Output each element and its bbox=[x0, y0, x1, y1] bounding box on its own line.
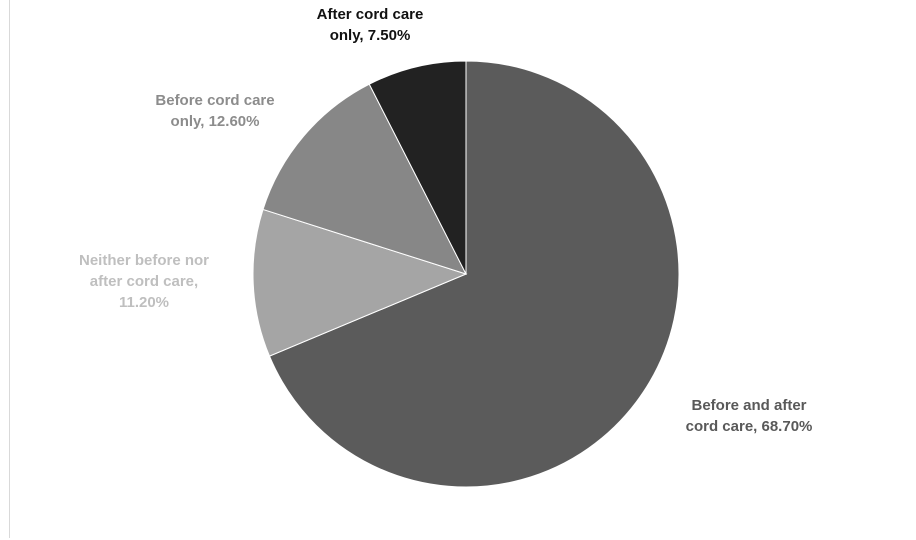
data-label-neither: Neither before nor after cord care, 11.2… bbox=[78, 252, 210, 311]
pie-slice-after-only bbox=[368, 60, 467, 275]
pie-slice-before-and-after bbox=[268, 60, 680, 488]
chart-frame bbox=[9, 0, 915, 538]
data-label-after-only: After cord care only, 7.50% bbox=[316, 6, 424, 44]
pie-slices bbox=[252, 60, 680, 488]
data-label-before-and-after: Before and after cord care, 68.70% bbox=[685, 397, 813, 435]
pie-slice-before-only bbox=[262, 83, 467, 275]
pie-slice-neither bbox=[252, 208, 468, 357]
data-label-before-only: Before cord care only, 12.60% bbox=[155, 92, 275, 130]
